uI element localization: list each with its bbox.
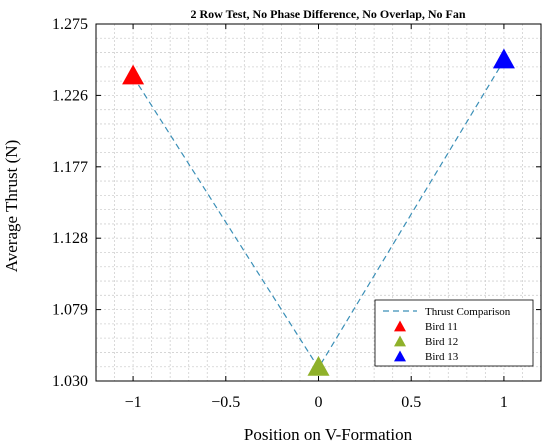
chart-title: 2 Row Test, No Phase Difference, No Over… <box>190 7 465 21</box>
y-tick-label: 1.226 <box>52 87 88 104</box>
y-tick-label: 1.275 <box>52 16 88 33</box>
legend-marker-swatch <box>394 335 406 347</box>
x-axis-label: Position on V-Formation <box>244 425 413 444</box>
y-tick-label: 1.030 <box>52 373 88 390</box>
marker-layer <box>122 48 515 376</box>
y-tick-label: 1.128 <box>52 230 88 247</box>
y-tick-label: 1.177 <box>52 159 88 176</box>
legend-entry-label: Bird 11 <box>425 321 458 333</box>
marker-bird-11 <box>122 64 145 85</box>
legend-entry-label: Bird 13 <box>425 351 459 363</box>
marker-bird-13 <box>492 48 515 69</box>
y-axis-label: Average Thrust (N) <box>2 140 21 273</box>
legend-marker-swatch <box>394 320 406 332</box>
legend-entry-label: Bird 12 <box>425 336 458 348</box>
x-tick-label: −0.5 <box>211 394 240 411</box>
y-tick-label: 1.079 <box>52 302 88 319</box>
legend: Thrust Comparison Bird 11 Bird 12 Bird 13 <box>374 299 534 367</box>
x-tick-label: 1 <box>500 394 508 411</box>
marker-bird-12 <box>307 356 330 376</box>
ticks: −1 −0.5 0 0.5 1 1.030 1.079 1.128 1.177 1.226 1.27… <box>52 16 541 411</box>
legend-entry-label: Thrust Comparison <box>425 306 511 318</box>
x-tick-label: 0 <box>315 394 323 411</box>
x-tick-label: 0.5 <box>401 394 421 411</box>
x-tick-label: −1 <box>125 394 142 411</box>
legend-marker-swatch <box>394 350 406 362</box>
